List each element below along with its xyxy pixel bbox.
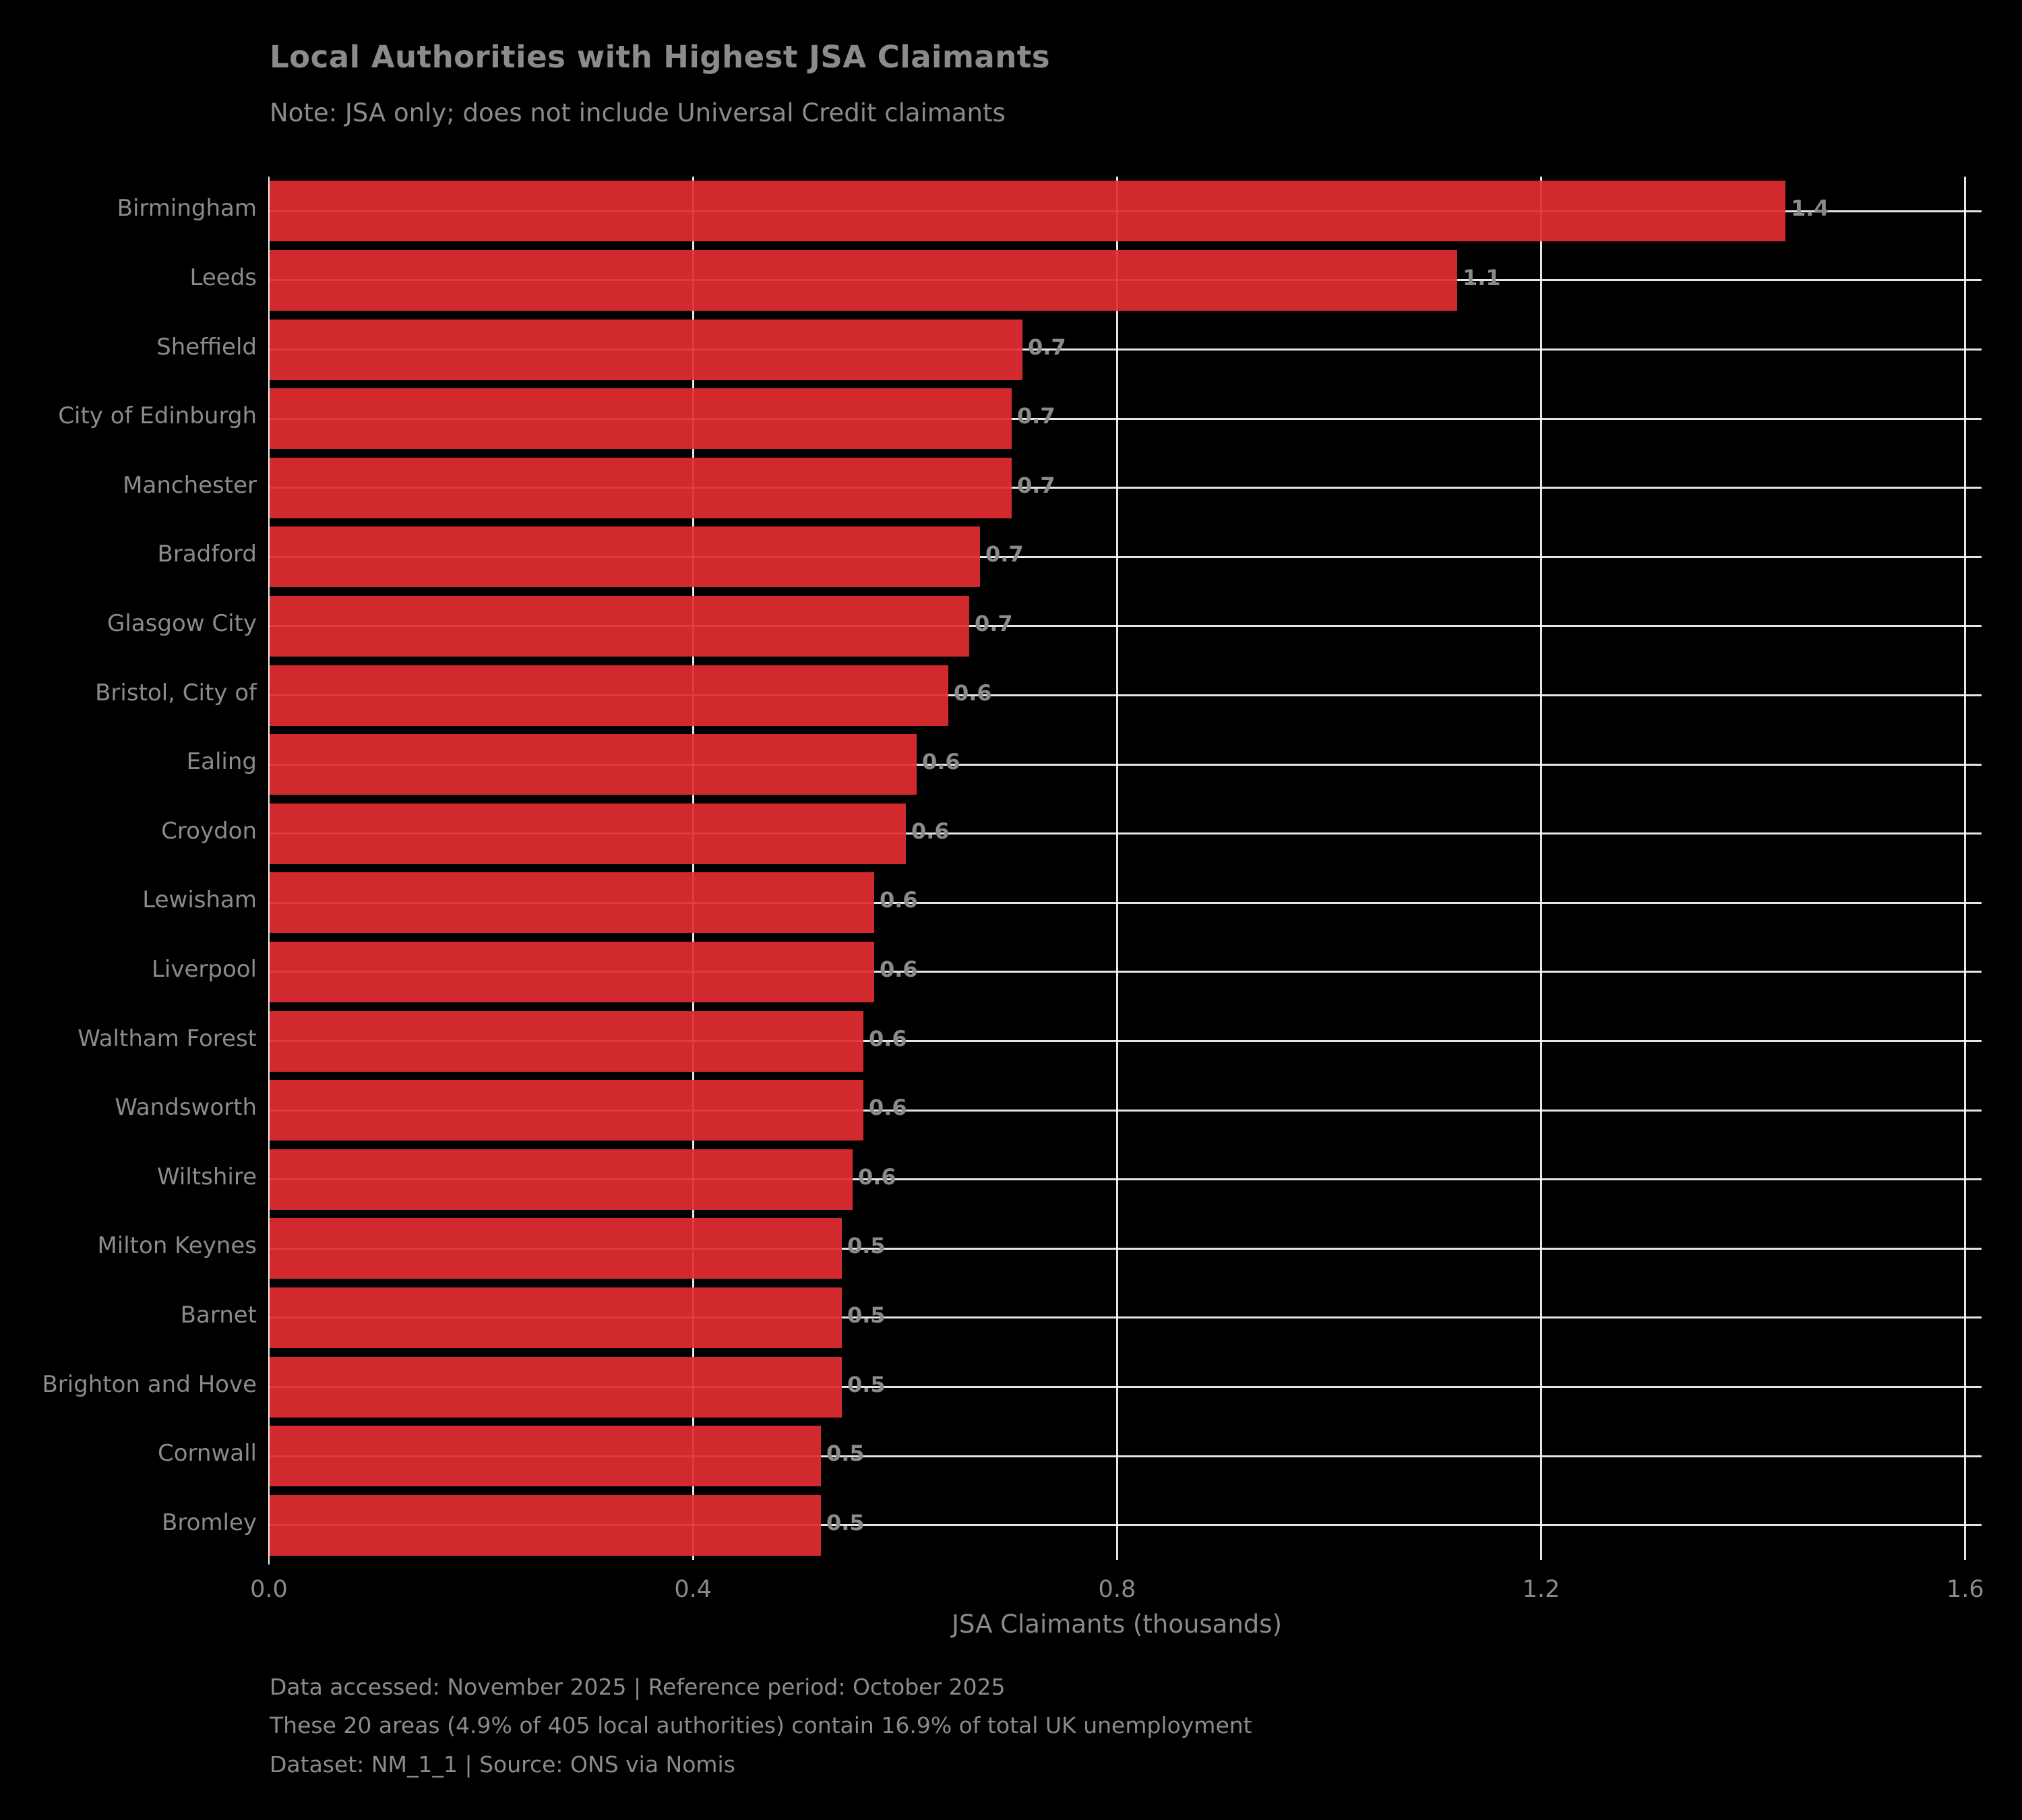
y-tick-label: Manchester: [123, 471, 257, 499]
bar-value-label: 0.6: [869, 1025, 907, 1052]
y-tick-label: Wandsworth: [115, 1094, 257, 1122]
y-tick-label: Birmingham: [117, 195, 257, 222]
y-gridline: [269, 555, 1982, 558]
x-gridline: [1540, 177, 1543, 1560]
x-axis-label: JSA Claimants (thousands): [951, 1610, 1283, 1639]
bar-value-label: 0.7: [1028, 334, 1066, 360]
y-gridline: [269, 1455, 1982, 1457]
bar-value-label: 0.6: [922, 749, 960, 775]
y-gridline: [269, 487, 1982, 489]
bar-value-label: 0.7: [975, 610, 1013, 636]
y-tick-label: Leeds: [189, 264, 257, 291]
bar: [270, 803, 906, 864]
footer-summary: These 20 areas (4.9% of 405 local author…: [270, 1712, 1252, 1738]
bar: [270, 872, 874, 934]
y-gridline: [269, 694, 1982, 696]
bar-value-label: 0.6: [858, 1163, 896, 1190]
bar-value-label: 0.7: [1017, 403, 1055, 429]
bar-value-label: 0.5: [847, 1233, 886, 1259]
x-gridline: [1964, 177, 1967, 1560]
bar: [270, 1149, 853, 1210]
chart-title: Local Authorities with Highest JSA Claim…: [270, 39, 1051, 75]
y-gridline: [269, 763, 1982, 766]
x-tick-label: 0.4: [674, 1576, 712, 1603]
y-gridline: [269, 1109, 1982, 1112]
bar-value-label: 0.5: [826, 1509, 865, 1536]
bar: [270, 1356, 842, 1418]
y-gridline: [269, 1040, 1982, 1042]
y-gridline: [269, 1247, 1982, 1250]
y-tick-label: Sheffield: [156, 333, 257, 361]
bar: [270, 941, 874, 1002]
bar: [270, 665, 948, 726]
footer-accessed: Data accessed: November 2025 | Reference…: [270, 1674, 1006, 1700]
y-gridline: [269, 901, 1982, 904]
bar: [270, 388, 1012, 450]
bar: [270, 249, 1457, 311]
y-gridline: [269, 348, 1982, 351]
x-gridline: [1115, 177, 1118, 1560]
y-gridline: [269, 1178, 1982, 1181]
bar: [270, 1010, 863, 1072]
bar: [270, 1080, 863, 1141]
y-tick-label: Wiltshire: [157, 1163, 257, 1190]
y-tick-label: City of Edinburgh: [58, 402, 257, 430]
bar-value-label: 0.5: [847, 1302, 886, 1328]
x-tick-label: 0.0: [250, 1576, 288, 1603]
y-tick-label: Lewisham: [142, 886, 257, 914]
bar-value-label: 0.7: [985, 541, 1024, 568]
bar: [270, 1287, 842, 1348]
y-tick-label: Bromley: [162, 1509, 257, 1536]
y-tick-label: Croydon: [161, 817, 257, 845]
bar: [270, 595, 969, 657]
y-tick-label: Milton Keynes: [97, 1232, 257, 1260]
bar-value-label: 0.6: [869, 1095, 907, 1121]
bar-value-label: 0.6: [954, 679, 992, 706]
x-tick-label: 1.6: [1946, 1576, 1984, 1603]
x-tick-label: 0.8: [1098, 1576, 1136, 1603]
y-axis-spine: [268, 177, 270, 1565]
x-tick-label: 1.2: [1522, 1576, 1560, 1603]
y-tick-label: Liverpool: [151, 955, 257, 983]
y-tick-label: Glasgow City: [107, 609, 257, 637]
y-tick-label: Brighton and Hove: [42, 1370, 257, 1398]
bar: [270, 181, 1785, 242]
y-gridline: [269, 417, 1982, 420]
bar: [270, 1494, 821, 1556]
bar: [270, 319, 1022, 380]
bar: [270, 457, 1012, 518]
y-gridline: [269, 1316, 1982, 1319]
bar-value-label: 0.6: [880, 887, 918, 913]
y-gridline: [269, 625, 1982, 628]
y-tick-label: Bradford: [157, 541, 257, 568]
bar: [270, 526, 980, 588]
y-tick-label: Ealing: [186, 748, 257, 776]
bar-value-label: 1.4: [1791, 195, 1829, 222]
bar: [270, 1426, 821, 1487]
y-gridline: [269, 971, 1982, 973]
bar-value-label: 0.5: [847, 1371, 886, 1397]
y-tick-label: Barnet: [180, 1301, 257, 1329]
bar-value-label: 0.7: [1017, 472, 1055, 498]
y-tick-label: Cornwall: [157, 1440, 257, 1467]
y-tick-label: Bristol, City of: [95, 679, 257, 706]
chart-subtitle: Note: JSA only; does not include Univers…: [270, 98, 1006, 127]
bar-value-label: 0.6: [911, 818, 950, 844]
y-gridline: [269, 1524, 1982, 1527]
x-gridline: [692, 177, 694, 1560]
footer-source: Dataset: NM_1_1 | Source: ONS via Nomis: [270, 1751, 735, 1778]
y-tick-label: Waltham Forest: [78, 1025, 257, 1052]
bar: [270, 734, 917, 795]
bar: [270, 1218, 842, 1279]
bar-value-label: 1.1: [1463, 264, 1501, 291]
y-gridline: [269, 1386, 1982, 1388]
bar-value-label: 0.5: [826, 1440, 865, 1467]
y-gridline: [269, 832, 1982, 835]
bar-value-label: 0.6: [880, 956, 918, 982]
